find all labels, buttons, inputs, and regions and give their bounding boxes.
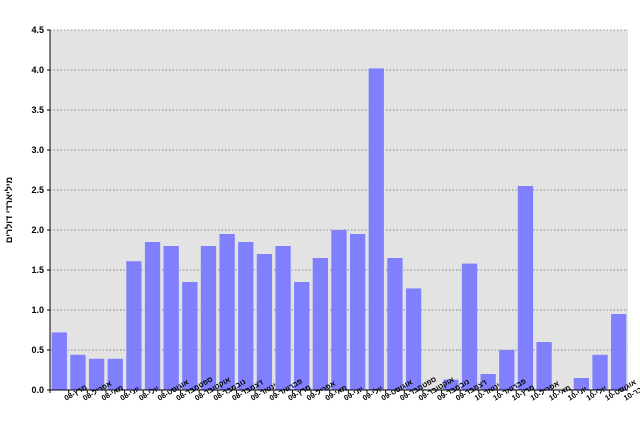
bar (592, 354, 608, 390)
bar (51, 332, 67, 390)
bar (275, 246, 291, 390)
bar (182, 282, 198, 390)
y-tick-label: 3.5 (31, 105, 44, 115)
y-tick-label: 0.0 (31, 385, 44, 395)
bar (331, 230, 347, 390)
bar (443, 379, 459, 390)
y-tick-label: 1.5 (31, 265, 44, 275)
bar (238, 242, 254, 390)
bars (51, 68, 627, 391)
y-tick-label: 4.5 (31, 25, 44, 35)
bar (312, 258, 328, 390)
bar (200, 246, 217, 390)
bar (405, 288, 422, 390)
bar (144, 242, 161, 390)
y-tick-label: 1.0 (31, 305, 44, 315)
bar (219, 234, 235, 390)
bar (480, 374, 496, 390)
bar (126, 261, 142, 390)
bar (517, 186, 534, 390)
bar (461, 263, 478, 390)
y-tick-labels: 0.0 0.5 1.0 1.5 2.0 2.5 3.0 3.5 4.0 4.5 (31, 25, 50, 395)
y-tick-label: 4.0 (31, 65, 44, 75)
y-tick-label: 3.0 (31, 145, 44, 155)
bar (350, 234, 366, 390)
y-tick-label: 2.5 (31, 185, 44, 195)
bar (536, 342, 552, 390)
bar (611, 314, 627, 390)
bar (256, 254, 273, 390)
bar (294, 282, 310, 390)
bar (107, 358, 123, 390)
y-tick-label: 0.5 (31, 345, 44, 355)
bar (70, 354, 86, 390)
y-tick-label: 2.0 (31, 225, 44, 235)
bar (368, 68, 384, 391)
bar (573, 378, 590, 390)
bar (499, 350, 515, 390)
bar (163, 246, 179, 390)
bar (387, 258, 403, 390)
y-axis-label: מיליארדי דולרים (4, 177, 14, 243)
bar (88, 358, 105, 390)
